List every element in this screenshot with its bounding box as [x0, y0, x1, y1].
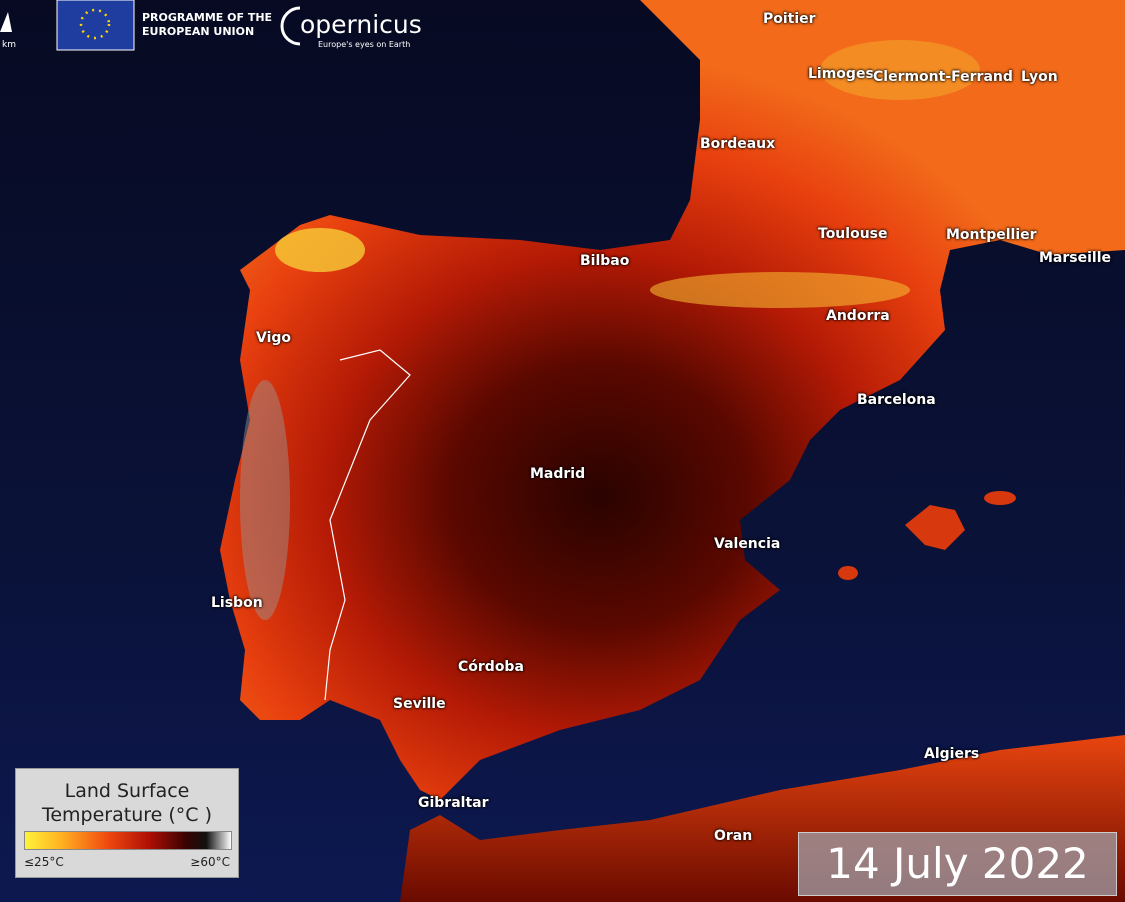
logo-triangle — [0, 12, 12, 32]
legend: Land Surface Temperature (°C ) ≤25°C ≥60… — [15, 768, 239, 878]
programme: EUROPEAN UNION — [142, 25, 255, 38]
city-label: Oran — [714, 828, 753, 844]
legend-title: Temperature (°C ) — [41, 804, 213, 826]
city-label: Algiers — [924, 746, 980, 762]
city-label: Lyon — [1021, 69, 1058, 85]
city-label: Limoges — [808, 66, 874, 82]
city-label: Vigo — [256, 330, 292, 346]
logo-text: opernicus — [300, 10, 422, 39]
city-label: Gibraltar — [418, 795, 489, 811]
scale-unit: km — [2, 40, 16, 50]
city-label: Córdoba — [458, 659, 524, 675]
city-label: Bilbao — [580, 253, 630, 269]
city-label: Poitier — [763, 11, 816, 27]
city-label: Bordeaux — [700, 136, 776, 152]
city-label: Madrid — [530, 466, 586, 482]
eu-stars — [79, 8, 111, 40]
logo-arc — [280, 6, 301, 46]
heat-patch — [820, 40, 980, 100]
city-label: Seville — [393, 696, 446, 712]
legend-colorbar — [24, 831, 232, 850]
city-label: Valencia — [714, 536, 781, 552]
heat-patch — [650, 272, 910, 308]
legend-min: ≤25°C — [24, 855, 64, 869]
programme: PROGRAMME OF THE — [142, 11, 273, 24]
eu-flag — [56, 0, 135, 51]
city-label: Barcelona — [857, 392, 936, 408]
heat-patch — [275, 228, 365, 272]
tagline: Europe's eyes on Earth — [318, 40, 411, 49]
city-label: Andorra — [826, 308, 890, 324]
city-label: Montpellier — [946, 227, 1037, 243]
island — [905, 505, 965, 550]
date-label: 14 July 2022 — [798, 832, 1117, 896]
legend-max: ≥60°C — [190, 855, 230, 869]
island — [838, 566, 858, 580]
city-label: Lisbon — [211, 595, 263, 611]
border — [324, 349, 411, 701]
city-label: Marseille — [1039, 250, 1112, 266]
land-mass — [220, 0, 1125, 800]
legend-title: Land Surface — [64, 780, 190, 802]
heat-patch — [240, 380, 290, 620]
island — [984, 491, 1016, 505]
city-label: Clermont-Ferrand — [873, 69, 1013, 85]
city-label: Toulouse — [818, 226, 888, 242]
